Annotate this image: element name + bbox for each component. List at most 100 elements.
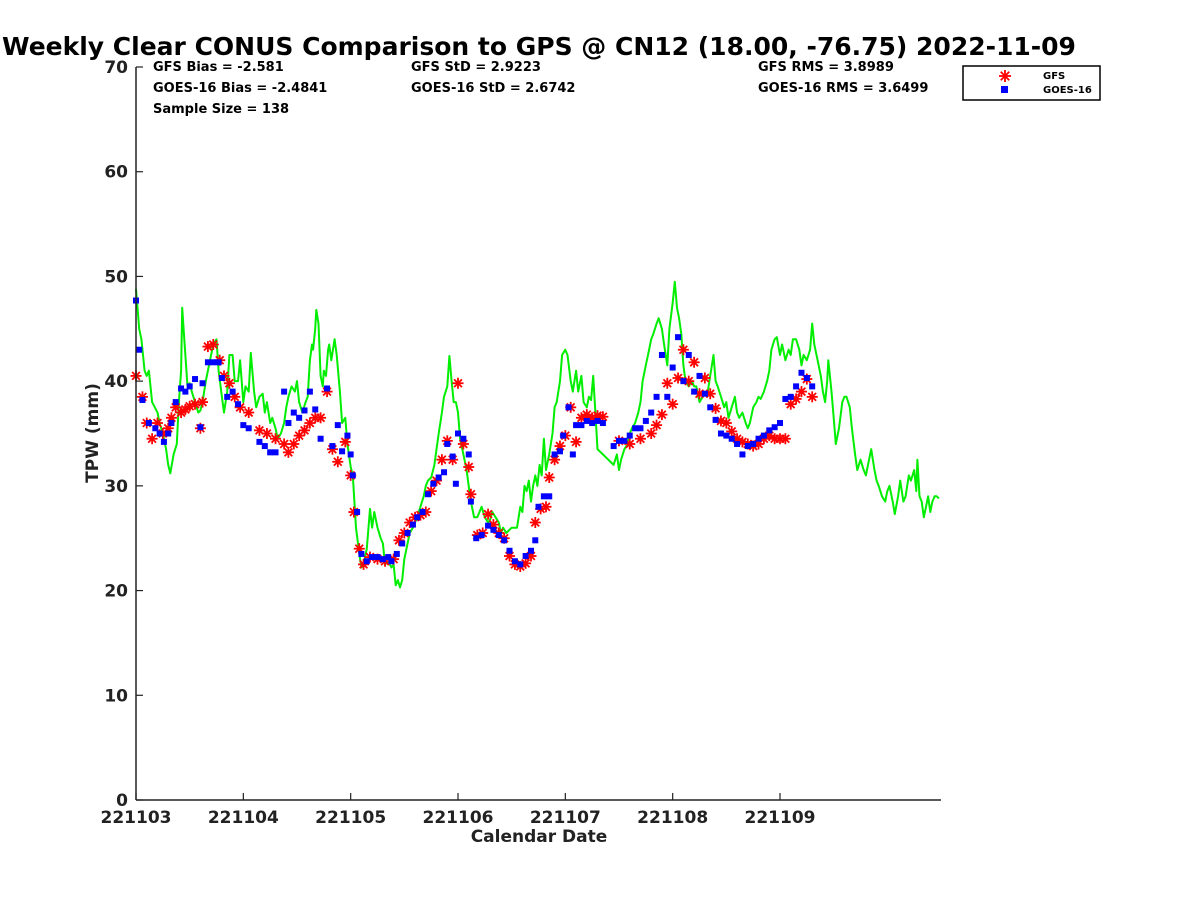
legend: GFS GOES-16	[962, 65, 1101, 101]
legend-goes-marker	[1001, 86, 1008, 93]
x-tick-label: 221105	[315, 808, 386, 828]
legend-box	[962, 65, 1101, 101]
goes-point	[281, 388, 288, 395]
goes-point	[455, 430, 461, 437]
goes-point	[685, 351, 692, 358]
stats-block: GFS Bias = -2.581 GOES-16 Bias = -2.4841…	[153, 60, 928, 117]
x-tick-label: 221104	[208, 808, 279, 828]
y-axis-label: TPW (mm)	[83, 383, 103, 483]
legend-gfs-label: GFS	[1043, 71, 1065, 82]
series-layer	[130, 280, 940, 589]
goes-point	[399, 540, 406, 547]
gfs-point	[720, 417, 732, 429]
goes-point	[653, 393, 660, 400]
y-tick-label: 30	[104, 477, 128, 497]
goes-point	[798, 369, 805, 376]
goes-point	[734, 440, 741, 447]
stat-goes-rms: GOES-16 RMS = 3.6499	[758, 81, 928, 96]
goes-point	[669, 364, 676, 371]
gfs-point	[282, 446, 294, 458]
goes-point	[358, 550, 365, 557]
gfs-point	[661, 377, 673, 389]
gfs-point	[806, 391, 818, 403]
goes-point	[478, 532, 485, 539]
goes-point	[224, 393, 231, 400]
goes-point	[152, 425, 159, 432]
goes-point	[485, 522, 492, 529]
goes-point	[197, 424, 204, 431]
axes	[135, 66, 941, 801]
goes-point	[354, 509, 361, 516]
x-tick-labels: 221103 221104 221105 221106 221107 221108 2211…	[101, 808, 816, 828]
goes-point	[290, 409, 297, 416]
goes-point	[168, 420, 175, 427]
goes-point	[444, 440, 451, 447]
goes-point	[215, 359, 222, 366]
goes-point	[771, 424, 778, 431]
goes-point	[414, 514, 421, 521]
goes-point	[723, 432, 730, 439]
goes-point	[339, 448, 346, 455]
gfs-point	[197, 396, 209, 408]
y-tick-label: 0	[116, 791, 128, 811]
gfs-point	[278, 438, 290, 450]
goes-point	[744, 443, 751, 450]
goes-point	[511, 558, 518, 565]
goes-point	[473, 535, 480, 542]
goes-point	[803, 375, 810, 382]
goes-point	[793, 383, 800, 390]
goes-point	[691, 388, 698, 395]
gfs-point	[146, 433, 158, 445]
goes-point	[465, 451, 472, 458]
goes-point	[573, 422, 580, 429]
goes-point	[449, 453, 456, 460]
goes-point	[760, 432, 767, 439]
goes-point	[210, 359, 217, 366]
goes-point	[632, 425, 639, 432]
goes-point	[658, 351, 665, 358]
goes-point	[435, 474, 442, 481]
goes-point	[218, 375, 225, 382]
stat-gfs-std: GFS StD = 2.9223	[411, 60, 541, 75]
goes-point	[385, 554, 392, 561]
goes-point	[186, 383, 193, 390]
goes-point	[522, 553, 529, 560]
goes-point	[245, 425, 252, 432]
goes-point	[329, 443, 336, 450]
goes-point	[369, 554, 376, 561]
y-tick-label: 10	[104, 686, 128, 706]
y-tick-label: 50	[104, 267, 128, 287]
goes-point	[379, 556, 386, 563]
goes-point	[621, 437, 628, 444]
gfs-point	[288, 438, 300, 450]
x-tick-label: 221109	[745, 808, 816, 828]
goes-point	[809, 383, 816, 390]
gfs-point	[779, 433, 791, 445]
goes-point	[404, 529, 411, 536]
goes-point	[324, 385, 331, 392]
goes-point	[680, 378, 687, 385]
goes-point	[532, 537, 539, 544]
goes-point	[637, 425, 644, 432]
gfs-point	[270, 433, 282, 445]
goes-point	[178, 385, 185, 392]
x-tick-label: 221103	[101, 808, 172, 828]
gfs-point	[667, 398, 679, 410]
goes-point	[136, 346, 143, 353]
goes-point	[452, 480, 459, 487]
legend-goes-label: GOES-16	[1043, 85, 1092, 96]
gfs-point	[315, 412, 327, 424]
goes-point	[599, 420, 606, 427]
gfs-point	[207, 338, 219, 350]
goes-point	[192, 376, 199, 383]
goes-point	[234, 401, 241, 408]
goes-point	[728, 435, 735, 442]
goes-point	[610, 443, 617, 450]
x-axis-label: Calendar Date	[471, 827, 608, 847]
goes-point	[490, 526, 497, 533]
goes-point	[707, 404, 714, 411]
goes-point	[675, 334, 682, 341]
goes-point	[556, 448, 563, 455]
goes-point	[546, 493, 553, 500]
